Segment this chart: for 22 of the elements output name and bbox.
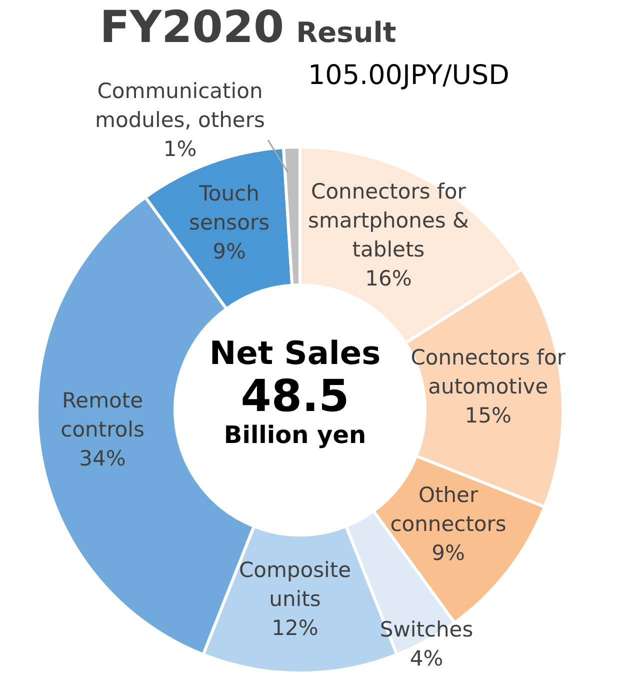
data-label: 34% bbox=[79, 446, 126, 470]
slice-label: Remote controls bbox=[60, 388, 144, 442]
text: Billion yen bbox=[222, 421, 368, 450]
text: 105.00JPY/USD bbox=[308, 60, 510, 91]
slice-label: Switches bbox=[380, 618, 474, 642]
data-label: 15% bbox=[464, 404, 512, 428]
slice-label: Connectors for automotive bbox=[410, 346, 566, 399]
data-label: 16% bbox=[365, 266, 412, 290]
data-label: 9% bbox=[212, 239, 246, 264]
chart-title: FY2020 bbox=[100, 2, 284, 53]
slice-label: Other connectors bbox=[390, 482, 506, 536]
text: Net Sales bbox=[209, 334, 381, 372]
data-label: 12% bbox=[272, 616, 318, 640]
chart-subtitle: Result bbox=[296, 16, 396, 49]
text: 48.5 bbox=[240, 370, 350, 422]
data-label: 9% bbox=[432, 540, 465, 565]
data-label: 4% bbox=[410, 646, 444, 671]
slice-label: Communication modules, others bbox=[95, 79, 265, 132]
data-label: 1% bbox=[163, 137, 197, 161]
slice-label: Connectors for smartphones & tablets bbox=[308, 179, 469, 262]
slice-label: Composite units bbox=[238, 558, 352, 611]
slice-label: Touch sensors bbox=[189, 181, 270, 234]
